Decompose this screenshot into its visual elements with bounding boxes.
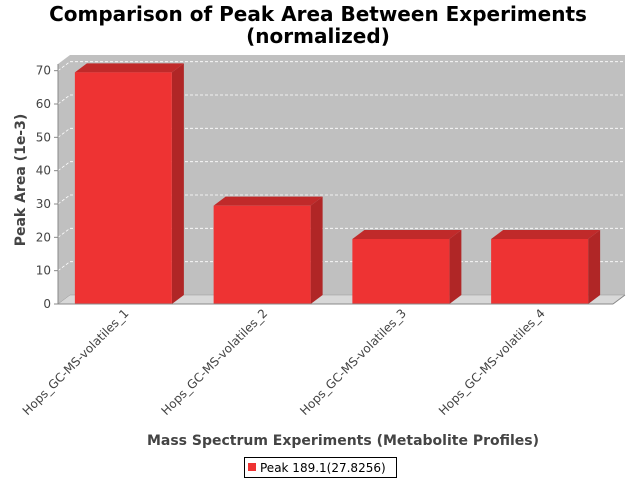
bar-side	[588, 230, 601, 304]
y-tick-label: 30	[36, 197, 51, 211]
bar	[491, 230, 601, 304]
x-axis-end	[612, 294, 626, 305]
x-tick-label: Hops_GC-MS-volatiles_4	[436, 306, 548, 418]
bar-side	[171, 63, 184, 305]
bar-top	[74, 63, 184, 73]
bar	[352, 230, 462, 304]
y-tick-label: 50	[36, 130, 51, 144]
x-axis-label: Mass Spectrum Experiments (Metabolite Pr…	[147, 433, 539, 449]
x-axis-ticks: Hops_GC-MS-volatiles_1 Hops_GC-MS-volatil…	[20, 306, 548, 418]
legend-swatch	[248, 463, 256, 471]
y-axis-label: Peak Area (1e-3)	[13, 114, 29, 247]
bar-top	[491, 230, 601, 239]
gridline-side	[57, 161, 71, 171]
chart-subtitle: (normalized)	[246, 24, 390, 48]
bar-front	[352, 239, 450, 304]
legend-entry: Peak 189.1(27.8256)	[260, 461, 386, 475]
bars	[74, 63, 601, 305]
y-tick-label: 70	[36, 64, 51, 78]
y-axis-ticks: 0 10 20 30 40 50 60 70	[36, 64, 58, 311]
chart-title: Comparison of Peak Area Between Experime…	[49, 2, 587, 26]
plot-background	[58, 55, 625, 304]
gridline-side	[57, 228, 71, 238]
x-tick-label: Hops_GC-MS-volatiles_3	[297, 306, 409, 418]
legend-box	[244, 457, 397, 478]
gridline-side	[57, 194, 71, 205]
y-tick-label: 60	[36, 97, 51, 111]
bar-top	[352, 230, 462, 239]
bar-front	[213, 205, 311, 304]
bar-side	[310, 196, 323, 304]
gridline-side	[57, 128, 71, 138]
gridline-side	[57, 261, 71, 271]
y-tick-label: 40	[36, 164, 51, 178]
bar	[213, 196, 323, 304]
bar-front	[491, 239, 589, 304]
x-tick-label: Hops_GC-MS-volatiles_1	[20, 306, 132, 418]
bar-side	[449, 230, 462, 304]
bar-top	[213, 196, 323, 206]
legend: Peak 189.1(27.8256)	[244, 457, 397, 478]
gridline-side	[57, 94, 71, 105]
bar	[74, 63, 184, 305]
y-tick-label: 0	[43, 297, 51, 311]
gridline-side	[57, 61, 71, 71]
plot-area	[57, 55, 626, 305]
y-tick-label: 20	[36, 230, 51, 244]
y-tick-label: 10	[36, 264, 51, 278]
bar-front	[74, 72, 172, 304]
x-tick-label: Hops_GC-MS-volatiles_2	[159, 306, 271, 418]
